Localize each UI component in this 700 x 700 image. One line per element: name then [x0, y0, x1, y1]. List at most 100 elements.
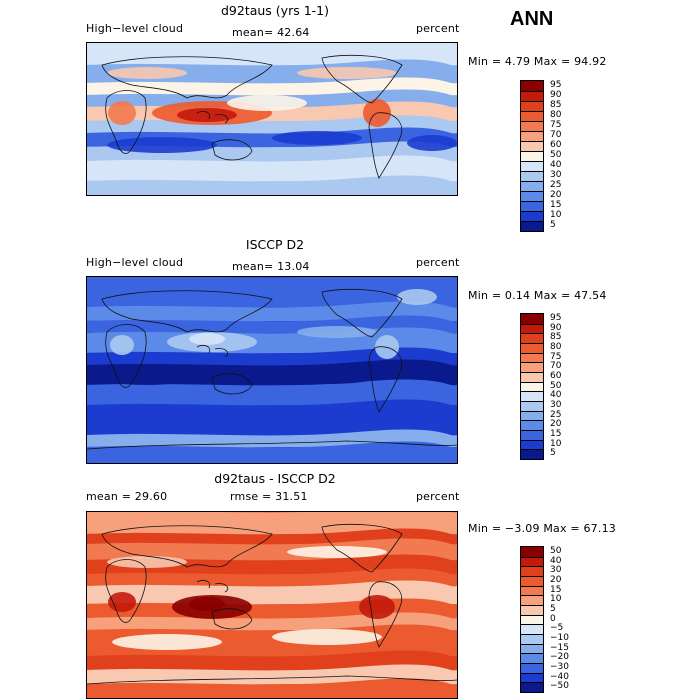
colorbar-swatch: [521, 410, 543, 421]
colorbar-swatch: [521, 161, 543, 171]
colorbar-tick-label: 50: [550, 545, 562, 556]
variable-label: High−level cloud: [86, 256, 184, 269]
colorbar-tick-label: 75: [550, 120, 562, 130]
colorbar-tick-label: 70: [550, 130, 562, 140]
mean-label: mean= 42.64: [232, 26, 310, 39]
colorbar-tick-label: 95: [550, 80, 562, 90]
colorbar-tick-label: 60: [550, 140, 562, 150]
colorbar-swatch: [521, 595, 543, 605]
field-anomaly: [227, 95, 307, 111]
colorbar-swatch: [521, 605, 543, 615]
colorbar-swatch: [521, 181, 543, 191]
colorbar-swatch: [521, 81, 543, 91]
variable-label: High−level cloud: [86, 22, 184, 35]
field-anomaly: [397, 289, 437, 305]
units-label: percent: [416, 22, 460, 35]
colorbar-swatch: [521, 614, 543, 625]
colorbar-swatch: [521, 672, 543, 683]
colorbar-tick-label: 10: [550, 210, 562, 220]
coastline: [211, 139, 253, 161]
field-band: [87, 175, 457, 195]
field-anomaly: [277, 370, 377, 384]
field-anomaly: [407, 135, 457, 151]
colorbar-swatch: [521, 343, 543, 353]
colorbar-swatch: [521, 624, 543, 634]
colorbar-swatch: [521, 121, 543, 131]
colorbar-swatch: [521, 372, 543, 382]
colorbar-tick-label: −40: [550, 671, 569, 682]
colorbar-tick-label: 30: [550, 170, 562, 180]
field-band: [87, 441, 457, 463]
field-anomaly: [272, 629, 382, 645]
coastline: [196, 345, 229, 358]
coastline: [211, 373, 253, 395]
colorbar-tick-label: 50: [550, 380, 562, 391]
colorbar-tick-label: 5: [550, 603, 556, 614]
colorbar-swatch: [521, 101, 543, 111]
colorbar-swatch: [521, 401, 543, 411]
colorbar-swatch: [521, 221, 543, 231]
colorbar-swatch: [521, 171, 543, 181]
colorbar-tick-label: 85: [550, 332, 562, 343]
coastline: [321, 524, 403, 573]
colorbar-tick-label: 40: [550, 160, 562, 170]
colorbar-tick-label: 20: [550, 190, 562, 200]
field-anomaly: [177, 108, 237, 122]
colorbar-tick-label: 20: [550, 574, 562, 585]
colorbar-swatch: [521, 547, 543, 557]
colorbar-swatch: [521, 391, 543, 401]
colorbar-tick-label: 85: [550, 100, 562, 110]
colorbar-tick-label: 20: [550, 419, 562, 430]
colorbar-tick-label: 25: [550, 180, 562, 190]
field-anomaly: [107, 556, 187, 568]
colorbar-swatch: [521, 643, 543, 654]
colorbar-swatch: [521, 323, 543, 334]
coastline: [101, 525, 273, 568]
coastline: [368, 581, 403, 648]
coastline: [196, 111, 229, 124]
coastline: [105, 324, 147, 388]
coastline: [321, 289, 403, 338]
map-model-high-cloud: [86, 42, 458, 196]
colorbar-swatch: [521, 634, 543, 644]
coastline: [101, 290, 273, 333]
colorbar-swatch: [521, 576, 543, 586]
field-anomaly: [97, 369, 197, 385]
field-anomaly: [189, 333, 225, 345]
map-diff: [86, 511, 458, 699]
colorbar-tick-label: 10: [550, 438, 562, 449]
colorbar-tick-label: 15: [550, 428, 562, 439]
coastline: [105, 90, 147, 154]
colorbar-tick-label: 90: [550, 90, 562, 100]
field-anomaly: [272, 131, 362, 145]
colorbar-tick-label: 80: [550, 341, 562, 352]
field-anomaly: [189, 597, 225, 611]
colorbar-swatch: [521, 352, 543, 363]
colorbar-tick-label: 95: [550, 312, 562, 323]
colorbar-tick-label: 25: [550, 409, 562, 420]
colorbar-swatch: [521, 585, 543, 596]
colorbar-tick-label: −30: [550, 661, 569, 672]
colorbar-tick-label: −15: [550, 642, 569, 653]
colorbar-tick-label: −10: [550, 632, 569, 643]
coastline: [105, 559, 147, 623]
field-anomaly: [359, 595, 395, 619]
field-anomaly: [108, 101, 136, 125]
units-label: percent: [416, 256, 460, 269]
field-anomaly: [107, 137, 217, 153]
colorbar-swatch: [521, 131, 543, 141]
colorbar-swatch: [521, 362, 543, 372]
colorbar-swatch: [521, 430, 543, 440]
colorbar-swatch: [521, 653, 543, 663]
colorbar-tick-label: 10: [550, 594, 562, 605]
colorbar-swatch: [521, 211, 543, 221]
colorbar-tick-label: 75: [550, 351, 562, 362]
colorbar-swatch: [521, 191, 543, 201]
colorbar-2: [520, 546, 544, 693]
rmse-label: rmse = 31.51: [230, 490, 308, 503]
colorbar-0: [520, 80, 544, 232]
map-svg-0: [87, 43, 457, 195]
field-anomaly: [287, 546, 387, 558]
min-max-label: Min = 4.79 Max = 94.92: [468, 55, 607, 68]
colorbar-tick-label: −5: [550, 623, 564, 634]
